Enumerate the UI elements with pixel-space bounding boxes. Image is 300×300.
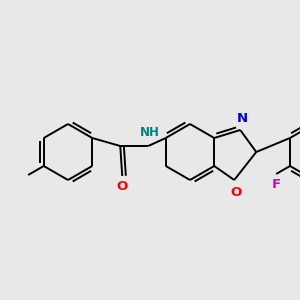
Text: O: O	[231, 185, 242, 199]
Text: F: F	[272, 178, 281, 190]
Text: O: O	[117, 179, 128, 193]
Text: NH: NH	[140, 125, 160, 139]
Text: N: N	[237, 112, 248, 124]
